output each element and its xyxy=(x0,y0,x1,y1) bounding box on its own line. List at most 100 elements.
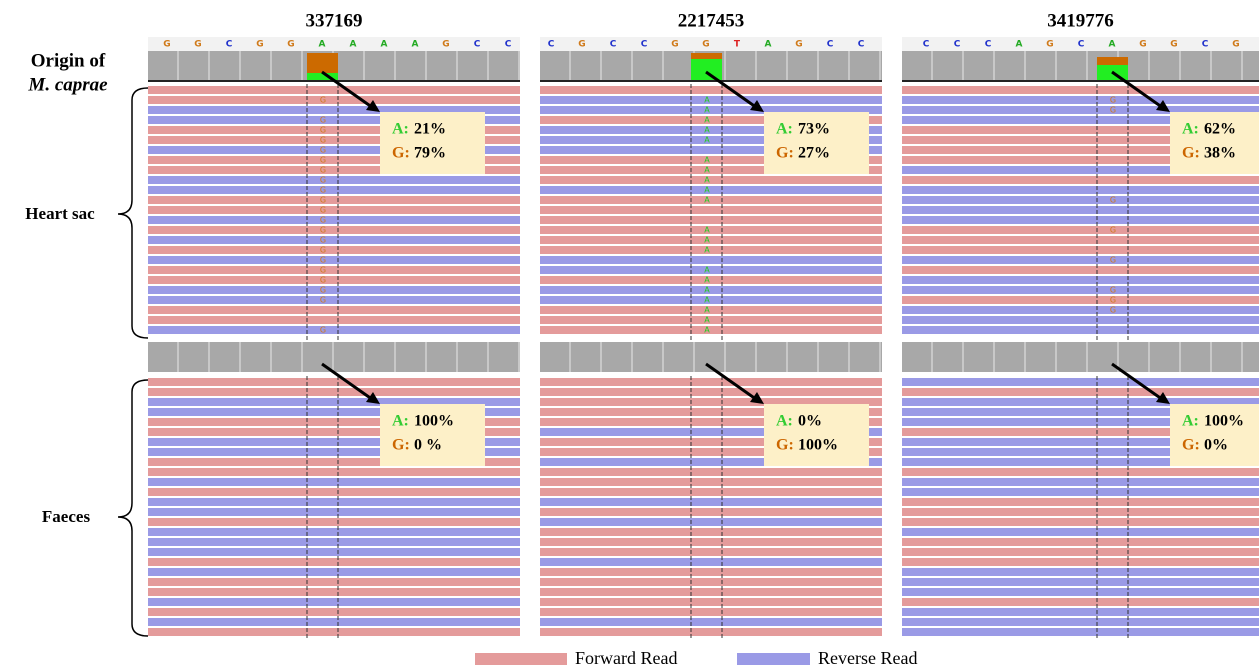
coverage-track xyxy=(902,342,1259,372)
read-base: A xyxy=(704,306,710,315)
read xyxy=(902,588,1259,596)
allele-label: A: xyxy=(776,413,793,430)
read xyxy=(540,276,882,284)
read xyxy=(902,216,1259,224)
reference-base: C xyxy=(474,40,481,50)
read-base: A xyxy=(704,166,710,175)
read-base: G xyxy=(320,116,326,125)
reference-base: G xyxy=(442,40,449,50)
allele-frequency: 0% xyxy=(1204,437,1228,454)
read xyxy=(540,256,882,264)
read xyxy=(540,578,882,586)
read xyxy=(540,558,882,566)
read xyxy=(540,498,882,506)
read xyxy=(148,568,520,576)
reference-base: A xyxy=(1016,40,1023,50)
read xyxy=(902,568,1259,576)
read xyxy=(148,226,520,234)
read xyxy=(148,528,520,536)
read xyxy=(902,548,1259,556)
allele-label: G: xyxy=(1182,437,1200,454)
reference-base: A xyxy=(381,40,388,50)
read xyxy=(148,628,520,636)
read-base: G xyxy=(320,186,326,195)
reference-base: C xyxy=(954,40,961,50)
read xyxy=(902,296,1259,304)
coverage-track xyxy=(148,342,520,372)
read xyxy=(148,618,520,626)
brace xyxy=(118,88,148,338)
read xyxy=(902,378,1259,386)
read xyxy=(902,508,1259,516)
read xyxy=(540,538,882,546)
read-base: G xyxy=(320,216,326,225)
read-base: G xyxy=(1110,106,1116,115)
figure: Origin of M. caprae Heart sac Faeces For… xyxy=(0,0,1259,672)
coverage-orange xyxy=(1097,57,1128,65)
read-base: G xyxy=(1110,196,1116,205)
read-base: A xyxy=(704,116,710,125)
reference-base: T xyxy=(734,40,741,50)
read xyxy=(540,326,882,334)
reference-base: G xyxy=(671,40,678,50)
allele-label: G: xyxy=(392,145,410,162)
reference-base: C xyxy=(226,40,233,50)
read xyxy=(902,226,1259,234)
read-base: G xyxy=(320,256,326,265)
reference-base: G xyxy=(1139,40,1146,50)
read xyxy=(540,196,882,204)
read xyxy=(540,548,882,556)
brace xyxy=(118,380,148,636)
reference-base: G xyxy=(578,40,585,50)
read xyxy=(902,628,1259,636)
read xyxy=(148,548,520,556)
reference-base: G xyxy=(163,40,170,50)
read-base: G xyxy=(1110,306,1116,315)
read-base: A xyxy=(704,176,710,185)
reference-base: A xyxy=(350,40,357,50)
reference-base: A xyxy=(412,40,419,50)
read xyxy=(148,608,520,616)
allele-label: A: xyxy=(1182,413,1199,430)
allele-label: A: xyxy=(1182,121,1199,138)
read-base: G xyxy=(320,296,326,305)
legend-label: Reverse Read xyxy=(818,648,917,668)
read xyxy=(540,568,882,576)
read-base: A xyxy=(704,136,710,145)
read-base: A xyxy=(704,186,710,195)
read-base: G xyxy=(320,136,326,145)
read-base: G xyxy=(320,226,326,235)
read-base: G xyxy=(320,276,326,285)
read xyxy=(148,598,520,606)
reference-track xyxy=(148,37,520,51)
legend-swatch xyxy=(475,653,567,665)
read xyxy=(148,488,520,496)
read-base: G xyxy=(320,96,326,105)
coverage-green xyxy=(691,59,722,81)
read xyxy=(902,256,1259,264)
read xyxy=(148,316,520,324)
read-base: G xyxy=(320,286,326,295)
read xyxy=(902,388,1259,396)
allele-frequency: 79% xyxy=(414,145,446,162)
reference-base: C xyxy=(858,40,865,50)
allele-label: G: xyxy=(776,437,794,454)
read xyxy=(540,488,882,496)
read-base: A xyxy=(704,326,710,335)
read xyxy=(540,608,882,616)
read xyxy=(540,618,882,626)
read-base: G xyxy=(320,166,326,175)
read-base: A xyxy=(704,156,710,165)
read xyxy=(902,196,1259,204)
read xyxy=(902,498,1259,506)
read xyxy=(148,266,520,274)
read xyxy=(540,588,882,596)
read xyxy=(148,578,520,586)
read xyxy=(540,286,882,294)
read-base: A xyxy=(704,316,710,325)
read xyxy=(540,306,882,314)
read xyxy=(902,326,1259,334)
reference-base: C xyxy=(1202,40,1209,50)
read xyxy=(902,528,1259,536)
read xyxy=(902,316,1259,324)
